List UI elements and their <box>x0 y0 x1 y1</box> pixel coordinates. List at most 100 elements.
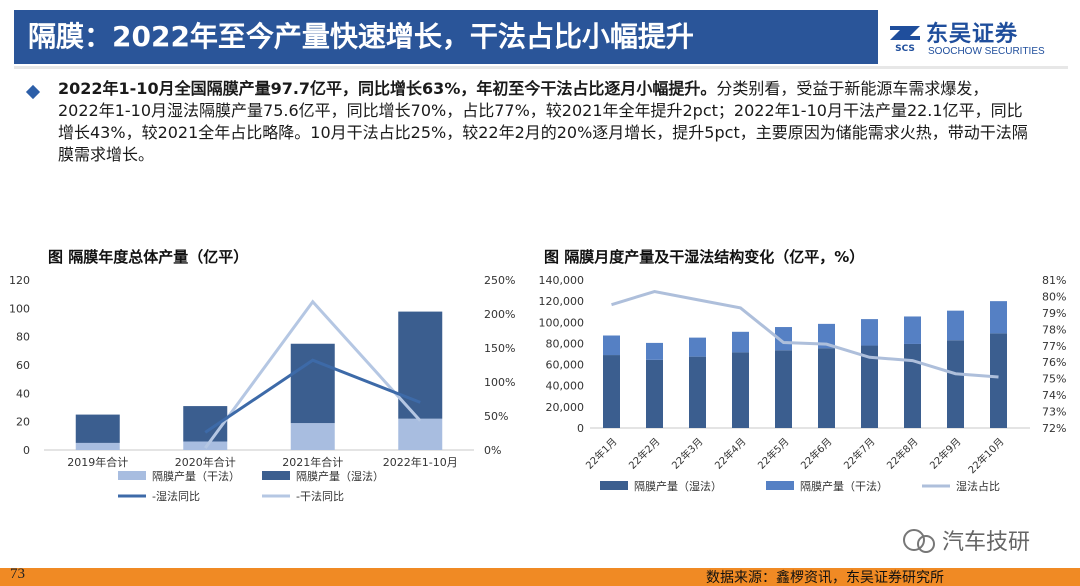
bar-wet <box>603 355 620 428</box>
bar-dry <box>398 418 443 450</box>
y-tick-label: 120 <box>9 274 30 287</box>
annual-output-chart: 0 20 40 60 80 100 120 0% 50% 100% 150% 200% 250% 2019… <box>9 274 515 503</box>
y2-tick-label: 80% <box>1042 290 1066 303</box>
y-tick-label: 20 <box>16 416 30 429</box>
y2-tick-label: 200% <box>484 308 515 321</box>
y-tick-label: 60,000 <box>546 359 585 372</box>
x-tick-label: 2021年合计 <box>282 455 343 469</box>
bar-wet <box>947 340 964 428</box>
y2-tick-label: 250% <box>484 274 515 287</box>
legend-label: 隔膜产量（干法） <box>152 469 240 483</box>
legend-label: -干法同比 <box>296 489 344 503</box>
x-tick-label: 2022年1-10月 <box>383 455 458 469</box>
y-tick-label: 100 <box>9 302 30 315</box>
watermark: 汽车技研 <box>903 529 1030 555</box>
bar-wet <box>775 350 792 428</box>
x-tick-label: 2020年合计 <box>175 455 236 469</box>
x-tick-label: 2019年合计 <box>67 455 128 469</box>
y-tick-label: 40 <box>16 387 30 400</box>
y2-tick-label: 73% <box>1042 406 1066 419</box>
x-tick-label: 22年3月 <box>669 435 706 472</box>
chart2-title: 图 隔膜月度产量及干湿法结构变化（亿平，%） <box>544 248 865 266</box>
y-tick-label: 100,000 <box>539 316 585 329</box>
logo-en: SOOCHOW SECURITIES <box>928 46 1045 57</box>
y2-tick-label: 0% <box>484 444 501 457</box>
bar-wet <box>861 345 878 428</box>
y2-tick-label: 81% <box>1042 274 1066 287</box>
logo-mark-icon: SCS <box>888 20 922 54</box>
bar-wet <box>904 343 921 428</box>
y2-tick-label: 50% <box>484 410 508 423</box>
y2-tick-label: 74% <box>1042 389 1066 402</box>
y-tick-label: 20,000 <box>546 401 585 414</box>
logo-mark-text: SCS <box>895 44 915 54</box>
y2-tick-label: 75% <box>1042 373 1066 386</box>
page-title: 隔膜：2022年至今产量快速增长，干法占比小幅提升 <box>28 20 694 53</box>
company-logo: SCS 东吴证券 SOOCHOW SECURITIES <box>888 14 1068 64</box>
bar-wet <box>689 356 706 428</box>
x-tick-label: 22年9月 <box>927 435 964 472</box>
legend-swatch <box>766 481 794 490</box>
y2-tick-label: 72% <box>1042 422 1066 435</box>
title-bar: 隔膜：2022年至今产量快速增长，干法占比小幅提升 <box>14 10 878 64</box>
wechat-icon-small <box>917 535 935 553</box>
bar-wet <box>75 414 120 443</box>
bar-wet <box>732 352 749 428</box>
summary-bold: 2022年1-10月全国隔膜产量97.7亿平，同比增长63%，年初至今干法占比逐… <box>58 79 717 98</box>
wechat-icon <box>903 529 925 551</box>
x-tick-label: 22年5月 <box>755 435 792 472</box>
line-wet-yoy <box>204 358 421 434</box>
y2-tick-label: 76% <box>1042 356 1066 369</box>
x-tick-label: 22年10月 <box>965 435 1006 476</box>
line-dry-yoy <box>204 299 422 449</box>
bar-dry <box>732 331 749 353</box>
y2-tick-label: 78% <box>1042 323 1066 336</box>
y-tick-label: 120,000 <box>539 295 585 308</box>
bar-dry <box>861 319 878 346</box>
legend-swatch <box>118 471 146 480</box>
source-note: 数据来源：鑫椤资讯，东吴证券研究所 <box>706 570 944 586</box>
bar-wet <box>290 343 335 424</box>
y-tick-label: 0 <box>23 444 30 457</box>
legend-label: 湿法占比 <box>956 479 1000 493</box>
monthly-output-chart: 0 20,000 40,000 60,000 80,000 100,000 120,000 1… <box>539 274 1067 493</box>
bar-dry <box>603 335 620 356</box>
x-tick-label: 22年2月 <box>626 435 663 472</box>
bar-wet <box>646 359 663 428</box>
bar-wet <box>990 333 1007 428</box>
page-number: 73 <box>10 566 25 582</box>
bottom-bar <box>0 568 1080 586</box>
y-tick-label: 80,000 <box>546 337 585 350</box>
y2-tick-label: 150% <box>484 342 515 355</box>
x-tick-label: 22年1月 <box>583 435 620 472</box>
summary-paragraph: 2022年1-10月全国隔膜产量97.7亿平，同比增长63%，年初至今干法占比逐… <box>58 78 1028 166</box>
bar-dry <box>904 316 921 344</box>
x-tick-label: 22年8月 <box>884 435 921 472</box>
y2-tick-label: 100% <box>484 376 515 389</box>
legend-label: -湿法同比 <box>152 489 200 503</box>
summary-body: 分类别看，受益于新能源车需求爆发，2022年1-10月湿法隔膜产量75.6亿平，… <box>58 79 1028 164</box>
legend-label: 隔膜产量（湿法） <box>296 469 384 483</box>
bar-dry <box>75 442 120 450</box>
y-tick-label: 0 <box>577 422 584 435</box>
watermark-text: 汽车技研 <box>942 530 1030 555</box>
bar-dry <box>947 310 964 341</box>
bar-wet <box>818 348 835 428</box>
legend-swatch <box>262 471 290 480</box>
x-tick-label: 22年4月 <box>712 435 749 472</box>
y-tick-label: 140,000 <box>539 274 585 287</box>
y-tick-label: 60 <box>16 359 30 372</box>
bar-dry <box>689 337 706 357</box>
logo-name: 东吴证券 <box>926 22 1019 47</box>
y2-tick-label: 79% <box>1042 307 1066 320</box>
y-tick-label: 40,000 <box>546 380 585 393</box>
title-divider <box>14 66 1068 69</box>
x-tick-label: 22年6月 <box>798 435 835 472</box>
bullet-diamond-icon <box>25 84 41 100</box>
legend-label: 隔膜产量（干法） <box>800 479 888 493</box>
bar-dry <box>990 301 1007 334</box>
chart1-title: 图 隔膜年度总体产量（亿平） <box>48 248 249 266</box>
x-tick-label: 22年7月 <box>841 435 878 472</box>
legend-label: 隔膜产量（湿法） <box>634 479 722 493</box>
bar-dry <box>290 423 335 450</box>
